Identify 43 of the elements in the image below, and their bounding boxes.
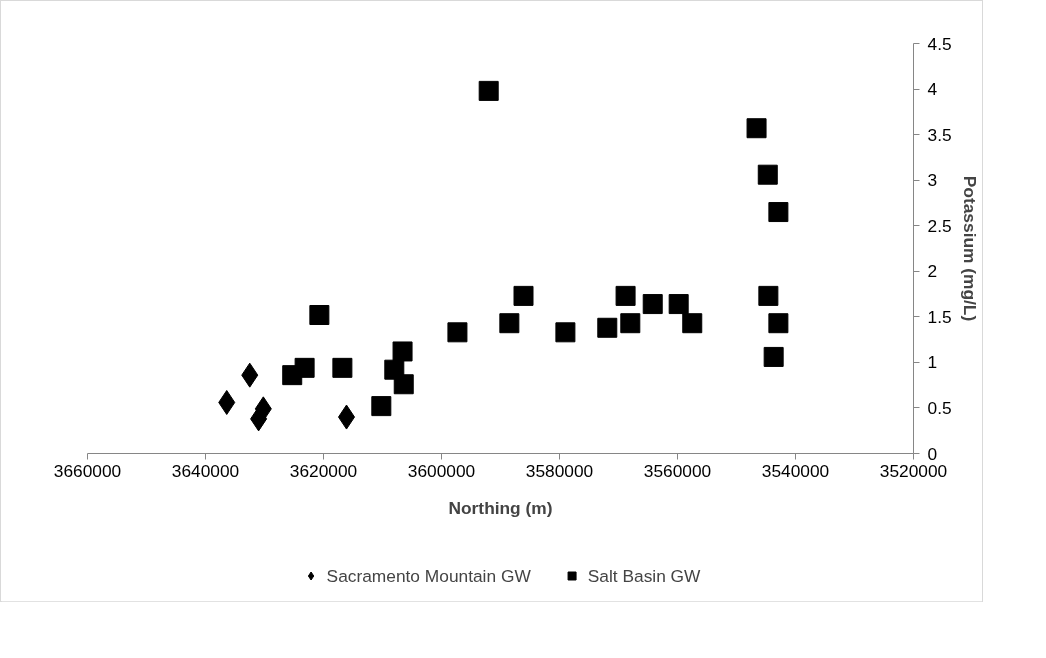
x-tick-label: 3660000 [53, 460, 122, 481]
y-tick-label: 2 [927, 261, 938, 282]
point [757, 164, 778, 185]
point [668, 294, 689, 315]
y-tick-label: 2.5 [927, 215, 952, 236]
x-tick-label: 3560000 [643, 460, 712, 481]
point [642, 294, 663, 315]
point [513, 285, 534, 306]
point [371, 396, 392, 417]
point [309, 305, 330, 326]
point [758, 285, 779, 306]
point [393, 374, 414, 395]
x-tick-label: 3640000 [171, 460, 240, 481]
point [620, 313, 641, 334]
point [294, 357, 315, 378]
y-tick-label: 4.5 [927, 33, 952, 54]
y-tick-label: 1 [927, 352, 938, 373]
x-tick-label: 3540000 [761, 460, 830, 481]
y-tick-label: 1.5 [927, 306, 952, 327]
point [332, 357, 353, 378]
point [682, 313, 703, 334]
point [768, 202, 789, 223]
x-tick-label: 3620000 [289, 460, 358, 481]
y-axis-title: Potassium (mg/L) [959, 175, 980, 322]
point [447, 322, 468, 343]
y-tick-label: 3.5 [927, 124, 952, 145]
legend-label: Sacramento Mountain GW [326, 565, 531, 586]
x-axis-title: Northing (m) [448, 497, 553, 518]
x-tick-label: 3600000 [407, 460, 476, 481]
point [555, 322, 576, 343]
point [499, 313, 520, 334]
y-tick-label: 3 [927, 170, 938, 191]
x-tick-label: 3580000 [525, 460, 594, 481]
point [768, 313, 789, 334]
point [746, 118, 767, 139]
point [478, 80, 499, 101]
legend-label: Salt Basin GW [587, 565, 701, 586]
y-tick-label: 0.5 [927, 397, 952, 418]
point [392, 341, 413, 362]
point [597, 317, 618, 338]
y-tick-label: 4 [927, 79, 938, 100]
point [615, 285, 636, 306]
point [763, 346, 784, 367]
